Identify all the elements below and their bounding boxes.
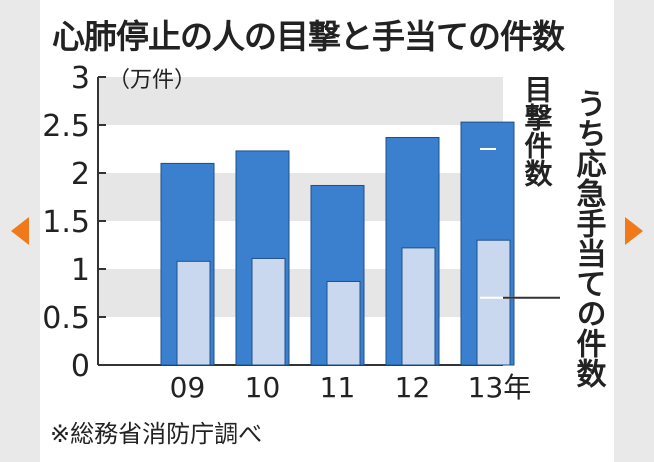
grid-band [98,173,503,221]
x-tick-label: 10 [245,371,281,404]
y-tick-label: 0 [71,349,90,384]
legend-label-witnessed: 目撃件数 [521,75,554,188]
y-unit-label: （万件） [108,68,196,93]
y-tick-label: 1.5 [42,205,90,240]
y-tick-label: 2 [71,157,90,192]
grid-band [98,269,503,317]
chart-figure: 心肺停止の人の目撃と手当ての件数 0 0.5 1 1.5 2 2.5 3 （万件） 09 10 11… [40,0,614,462]
grid-band [98,77,503,125]
x-tick-label: 12 [395,371,431,404]
chart-title: 心肺停止の人の目撃と手当ての件数 [52,17,565,56]
source-note: ※総務省消防庁調べ [50,420,263,448]
chevron-left-icon[interactable] [11,217,29,245]
bar-first-aid [401,247,436,366]
chevron-right-icon[interactable] [625,217,643,245]
next-panel[interactable] [614,0,654,462]
y-tick-label: 0.5 [42,301,90,336]
y-tick-label: 2.5 [42,109,90,144]
bar-first-aid [476,239,511,366]
bar-first-aid [326,280,361,366]
legend-label-first-aid: うち応急手当ての件数 [571,88,607,389]
prev-panel[interactable] [0,0,40,462]
x-tick-label: 11 [320,371,356,404]
x-tick-label: 13年 [468,371,532,404]
bar-chart: 0 0.5 1 1.5 2 2.5 3 （万件） 09 10 11 12 13年 目撃件数 うち応急手当ての… [42,61,607,404]
bar-first-aid [251,257,286,366]
bar-first-aid [176,260,211,366]
x-tick-label: 09 [170,371,206,404]
y-tick-label: 1 [71,253,90,288]
y-tick-label: 3 [71,61,90,96]
